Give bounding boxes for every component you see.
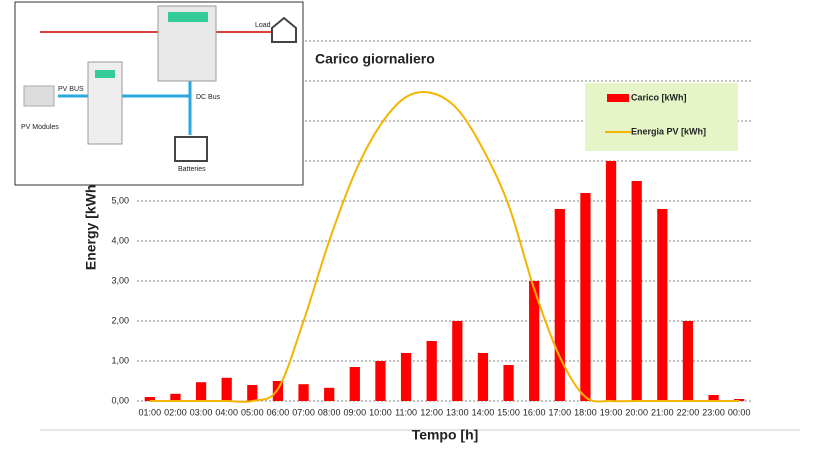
bar	[375, 361, 386, 401]
x-tick-label: 16:00	[523, 407, 546, 417]
legend-swatch	[607, 94, 629, 102]
x-tick-label: 01:00	[139, 407, 162, 417]
x-tick-label: 04:00	[215, 407, 238, 417]
x-tick-label: 15:00	[497, 407, 520, 417]
x-tick-label: 21:00	[651, 407, 674, 417]
x-tick-label: 05:00	[241, 407, 264, 417]
x-tick-label: 23:00	[702, 407, 725, 417]
legend-label: Energia PV [kWh]	[631, 126, 706, 136]
inverter-display	[168, 12, 208, 22]
bar	[477, 353, 489, 401]
label-batteries: Batteries	[178, 166, 206, 173]
bar	[605, 161, 617, 401]
label-load: Load	[255, 22, 271, 29]
bar	[580, 193, 591, 401]
y-tick-label: 1,00	[111, 355, 129, 365]
label-dc-bus: DC Bus	[196, 94, 221, 101]
x-tick-label: 13:00	[446, 407, 469, 417]
x-tick-label: 09:00	[344, 407, 367, 417]
x-tick-label: 11:00	[395, 407, 417, 417]
inset-diagram: Load PV BUS DC Bus PV Modules Batteries	[14, 1, 304, 186]
bar	[682, 321, 694, 401]
bar	[657, 209, 668, 401]
line	[149, 90, 740, 403]
bar	[272, 381, 284, 401]
bar	[298, 384, 309, 401]
label-pv-modules: PV Modules	[21, 124, 59, 131]
bar	[452, 321, 463, 401]
bar	[221, 377, 232, 401]
label-pv-bus: PV BUS	[58, 86, 84, 93]
bar	[195, 382, 207, 401]
x-tick-label: 06:00	[267, 407, 290, 417]
bar	[631, 181, 642, 401]
x-tick-label: 19:00	[600, 407, 623, 417]
x-tick-label: 20:00	[625, 407, 648, 417]
chart-title: Carico giornaliero	[315, 51, 435, 67]
bar	[708, 395, 719, 401]
x-tick-label: 17:00	[549, 407, 572, 417]
pv-module-icon	[23, 85, 55, 107]
x-tick-label: 02:00	[164, 407, 187, 417]
y-tick-label: 2,00	[111, 315, 129, 325]
bar	[400, 353, 412, 401]
bar	[247, 385, 258, 401]
x-tick-label: 10:00	[369, 407, 392, 417]
y-tick-label: 5,00	[111, 195, 129, 205]
x-tick-label: 22:00	[677, 407, 700, 417]
x-tick-label: 03:00	[190, 407, 213, 417]
x-tick-label: 12:00	[420, 407, 443, 417]
house-icon	[271, 16, 297, 43]
bar	[170, 393, 181, 401]
bar	[324, 387, 335, 401]
y-tick-label: 4,00	[111, 235, 129, 245]
x-tick-label: 00:00	[728, 407, 751, 417]
x-tick-label: 08:00	[318, 407, 341, 417]
y-tick-label: 0,00	[111, 395, 129, 405]
bar	[349, 367, 360, 401]
bar	[529, 281, 540, 401]
controller-display	[95, 70, 115, 78]
bar	[426, 341, 437, 401]
y-tick-label: 3,00	[111, 275, 129, 285]
x-tick-label: 14:00	[472, 407, 495, 417]
bar	[144, 397, 155, 401]
y-axis-label: Energy [kWh]	[83, 180, 99, 270]
x-tick-label: 07:00	[292, 407, 315, 417]
x-tick-label: 18:00	[574, 407, 597, 417]
bar	[554, 209, 565, 401]
legend-label: Carico [kWh]	[631, 92, 687, 102]
x-axis-label: Tempo [h]	[412, 427, 479, 443]
bar	[503, 365, 514, 401]
battery-icon	[174, 136, 208, 162]
